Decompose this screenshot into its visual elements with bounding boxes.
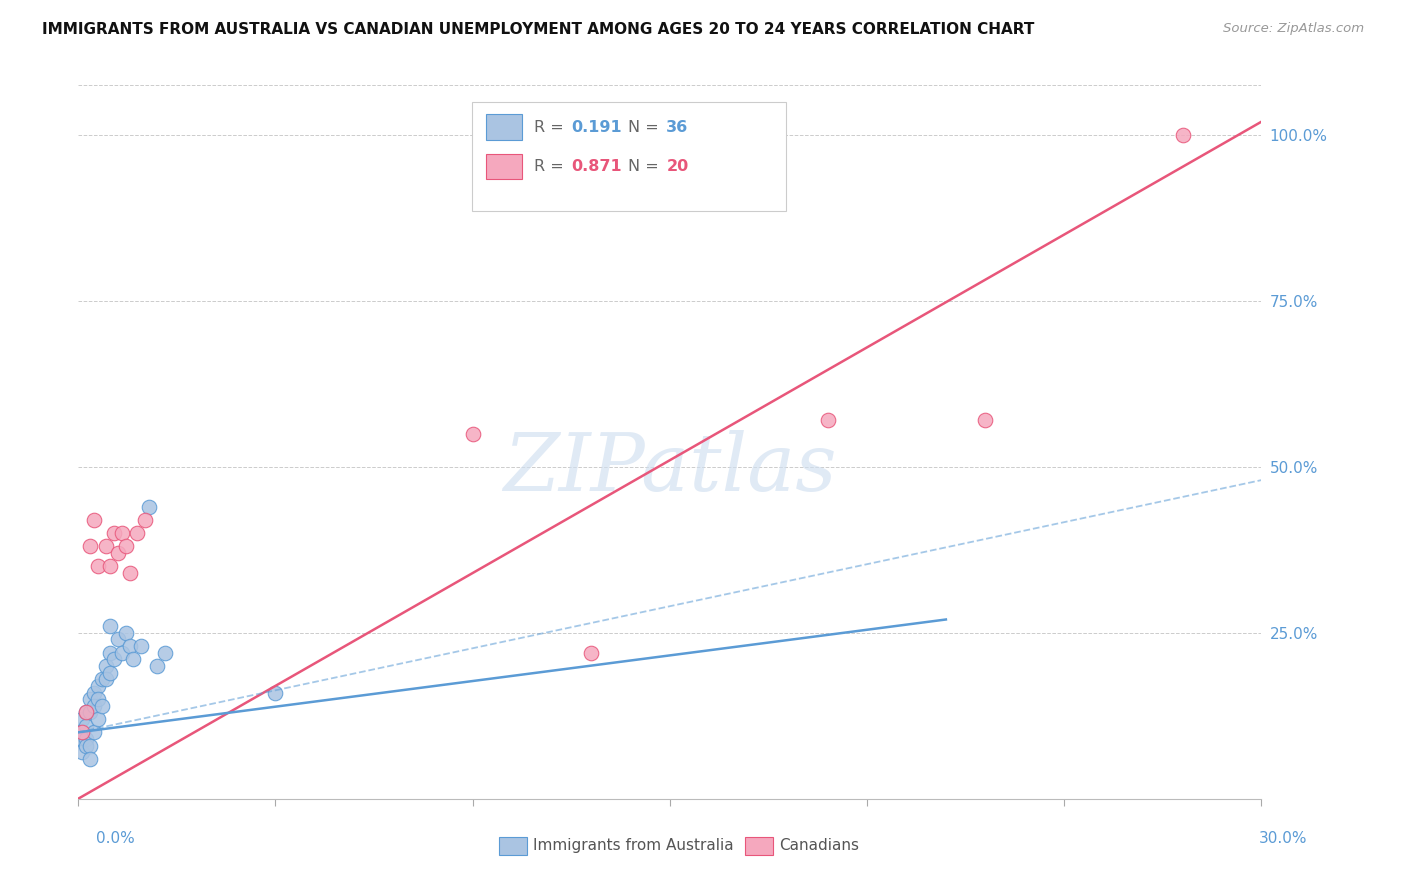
Point (127, 526, 149, 541)
Point (103, 652, 125, 666)
Point (87, 559, 110, 574)
Text: 36: 36 (666, 120, 689, 135)
Text: R =: R = (534, 120, 568, 135)
Text: IMMIGRANTS FROM AUSTRALIA VS CANADIAN UNEMPLOYMENT AMONG AGES 20 TO 24 YEARS COR: IMMIGRANTS FROM AUSTRALIA VS CANADIAN UN… (42, 22, 1035, 37)
Text: ZIPatlas: ZIPatlas (503, 430, 837, 508)
Point (70, 745, 93, 759)
Point (94, 659, 117, 673)
Point (146, 659, 169, 673)
FancyBboxPatch shape (472, 102, 786, 211)
Point (87, 692, 110, 706)
Point (153, 646, 176, 660)
Point (98, 619, 121, 633)
Point (817, 413, 839, 427)
FancyBboxPatch shape (486, 114, 522, 140)
Point (90, 698, 112, 713)
Text: 0.191: 0.191 (572, 120, 623, 135)
Point (111, 646, 134, 660)
Text: N =: N = (628, 159, 664, 174)
FancyBboxPatch shape (486, 153, 522, 179)
Point (79, 540, 101, 554)
Point (114, 625, 136, 640)
Point (1171, 128, 1194, 142)
Point (70, 725, 93, 739)
Point (83, 685, 105, 699)
Point (70, 712, 93, 726)
Point (83, 698, 105, 713)
Point (94, 540, 117, 554)
Point (107, 632, 129, 647)
Point (138, 500, 160, 514)
Point (114, 540, 136, 554)
Point (111, 526, 134, 541)
Text: 20: 20 (666, 159, 689, 174)
Point (87, 712, 110, 726)
Point (75, 731, 97, 746)
Point (98, 559, 121, 574)
Point (579, 646, 602, 660)
Point (79, 706, 101, 720)
Point (79, 739, 101, 753)
Point (98, 646, 121, 660)
Point (83, 513, 105, 527)
Point (107, 546, 129, 560)
Point (79, 752, 101, 766)
Point (75, 739, 97, 753)
Point (461, 426, 484, 441)
Text: 0.0%: 0.0% (96, 831, 135, 846)
Point (122, 652, 145, 666)
Point (697, 114, 720, 128)
Point (79, 692, 101, 706)
Text: Source: ZipAtlas.com: Source: ZipAtlas.com (1223, 22, 1364, 36)
Point (87, 679, 110, 693)
Point (70, 731, 93, 746)
Point (118, 566, 141, 580)
Point (98, 665, 121, 680)
Point (75, 706, 97, 720)
Text: R =: R = (534, 159, 568, 174)
Text: Immigrants from Australia: Immigrants from Australia (533, 838, 734, 853)
Point (83, 725, 105, 739)
Point (134, 513, 156, 527)
Text: N =: N = (628, 120, 664, 135)
Point (75, 719, 97, 733)
Point (90, 672, 112, 686)
Point (118, 639, 141, 653)
Point (974, 413, 997, 427)
Text: 0.871: 0.871 (572, 159, 623, 174)
Text: 30.0%: 30.0% (1260, 831, 1308, 846)
Point (103, 526, 125, 541)
Point (131, 639, 153, 653)
Point (94, 672, 117, 686)
Point (264, 685, 287, 699)
Text: Canadians: Canadians (779, 838, 859, 853)
Point (75, 706, 97, 720)
Point (70, 725, 93, 739)
